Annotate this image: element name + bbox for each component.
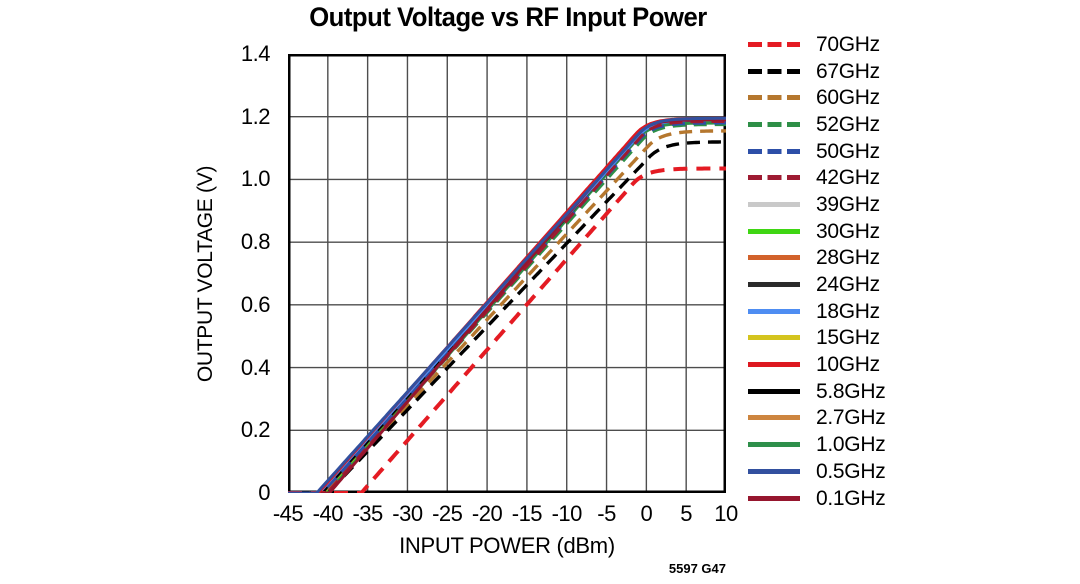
- legend-label: 42GHz: [816, 166, 880, 190]
- x-tick-label: -10: [551, 501, 583, 526]
- legend-dashed-line-swatch: [748, 175, 800, 181]
- legend-solid-line-swatch: [748, 335, 800, 341]
- legend-row-52GHz: 52GHz: [748, 111, 885, 138]
- legend-row-15GHz: 15GHz: [748, 325, 885, 352]
- x-tick-label: 0: [640, 501, 653, 526]
- y-axis-label: OUTPUT VOLTAGE (V): [194, 165, 218, 382]
- legend-row-18GHz: 18GHz: [748, 298, 885, 325]
- legend-row-2.7GHz: 2.7GHz: [748, 405, 886, 432]
- legend-dashed-line-swatch: [748, 148, 800, 154]
- y-tick-label: 0.6: [240, 291, 271, 317]
- legend-label: 18GHz: [816, 299, 880, 323]
- x-tick-label: 10: [714, 501, 738, 526]
- x-tick-label: -5: [597, 501, 616, 526]
- curve-0.5GHz: [288, 116, 726, 493]
- y-tick-label: 0.2: [240, 417, 271, 443]
- legend-label: 0.1GHz: [816, 486, 886, 510]
- legend-solid-line-swatch: [748, 442, 800, 448]
- curve-60GHz: [288, 129, 726, 493]
- y-tick-label: 1.0: [240, 166, 271, 192]
- legend-label: 1.0GHz: [816, 433, 886, 457]
- legend-solid-line-swatch: [748, 495, 800, 501]
- legend-solid-line-swatch: [748, 308, 800, 314]
- legend-row-39GHz: 39GHz: [748, 191, 885, 218]
- legend-row-0.1GHz: 0.1GHz: [748, 485, 886, 512]
- chart-title: Output Voltage vs RF Input Power: [309, 2, 707, 32]
- plot-area: [288, 54, 726, 493]
- legend-label: 70GHz: [816, 32, 880, 56]
- x-tick-label: -45: [272, 501, 304, 526]
- legend-label: 60GHz: [816, 86, 880, 110]
- y-tick-label: 0.8: [240, 229, 271, 255]
- legend-row-42GHz: 42GHz: [748, 164, 885, 191]
- x-axis-label: INPUT POWER (dBm): [399, 533, 615, 558]
- x-tick-label: -20: [471, 501, 503, 526]
- y-tick-label: 1.4: [240, 41, 271, 66]
- legend-solid-line-swatch: [748, 255, 800, 261]
- legend-label: 24GHz: [816, 273, 880, 297]
- legend: 70GHz 67GHz 60GHz 52GHz 50GHz 42GHz 39GHz 30GHz…: [748, 31, 886, 512]
- x-tick-label: 5: [680, 501, 693, 526]
- legend-solid-line-swatch: [748, 362, 800, 368]
- legend-label: 30GHz: [816, 219, 880, 243]
- y-tick-label: 0.4: [240, 354, 271, 380]
- legend-row-1.0GHz: 1.0GHz: [748, 431, 886, 458]
- x-tick-label: -35: [352, 501, 383, 526]
- legend-solid-line-swatch: [748, 415, 800, 421]
- legend-label: 52GHz: [816, 112, 880, 136]
- x-tick-label: -30: [392, 501, 423, 526]
- y-tick-label: 0: [258, 480, 270, 505]
- legend-dashed-line-swatch: [748, 68, 800, 74]
- legend-row-5.8GHz: 5.8GHz: [748, 378, 886, 405]
- graph-id-watermark: 5597 G47: [668, 561, 726, 576]
- legend-label: 28GHz: [816, 246, 880, 270]
- legend-label: 0.5GHz: [816, 459, 886, 483]
- legend-row-30GHz: 30GHz: [748, 218, 885, 245]
- legend-dashed-line-swatch: [748, 121, 800, 127]
- legend-row-0.5GHz: 0.5GHz: [748, 458, 886, 485]
- legend-label: 67GHz: [816, 59, 880, 83]
- legend-label: 15GHz: [816, 326, 880, 350]
- legend-row-60GHz: 60GHz: [748, 84, 885, 111]
- legend-row-10GHz: 10GHz: [748, 351, 885, 378]
- legend-label: 2.7GHz: [816, 406, 886, 430]
- legend-solid-line-swatch: [748, 388, 800, 394]
- legend-row-70GHz: 70GHz: [748, 31, 885, 58]
- curve-70GHz: [288, 166, 726, 493]
- legend-label: 39GHz: [816, 192, 880, 216]
- legend-label: 10GHz: [816, 353, 880, 377]
- plot-frame: [288, 54, 726, 493]
- legend-solid-line-swatch: [748, 282, 800, 288]
- legend-solid-line-swatch: [748, 468, 800, 474]
- legend-row-28GHz: 28GHz: [748, 245, 885, 272]
- legend-label: 5.8GHz: [816, 379, 886, 403]
- legend-dashed-line-swatch: [748, 41, 800, 47]
- legend-row-24GHz: 24GHz: [748, 271, 885, 298]
- legend-solid-line-swatch: [748, 228, 800, 234]
- legend-row-50GHz: 50GHz: [748, 138, 885, 165]
- curve-67GHz: [288, 140, 726, 493]
- x-tick-label: -40: [312, 501, 344, 526]
- x-tick-label: -25: [432, 501, 463, 526]
- x-tick-label: -15: [511, 501, 543, 526]
- legend-solid-line-swatch: [748, 201, 800, 207]
- legend-label: 50GHz: [816, 139, 880, 163]
- legend-row-67GHz: 67GHz: [748, 58, 885, 85]
- y-tick-label: 1.2: [240, 103, 271, 129]
- legend-dashed-line-swatch: [748, 95, 800, 101]
